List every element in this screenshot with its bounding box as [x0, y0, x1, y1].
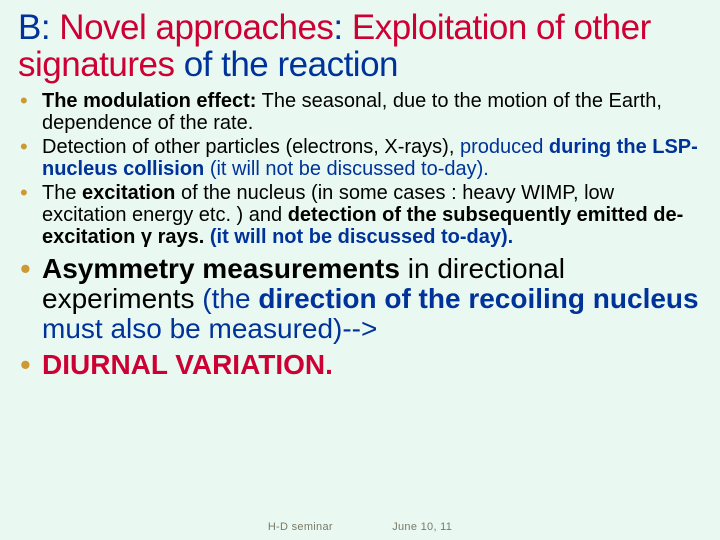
bullet-list: The modulation effect: The seasonal, due… [18, 90, 702, 381]
list-item: Detection of other particles (electrons,… [18, 136, 702, 180]
footer-right: June 10, 11 [392, 522, 452, 534]
list-item: Asymmetry measurements in directional ex… [18, 254, 702, 345]
list-item: DIURNAL VARIATION. [18, 350, 702, 380]
slide-title: B: Novel approaches: Exploitation of oth… [18, 10, 702, 84]
list-item: The modulation effect: The seasonal, due… [18, 90, 702, 134]
footer-left: H-D seminar [268, 522, 333, 534]
slide-footer: H-D seminar June 10, 11 [0, 522, 720, 534]
list-item: The excitation of the nucleus (in some c… [18, 182, 702, 248]
